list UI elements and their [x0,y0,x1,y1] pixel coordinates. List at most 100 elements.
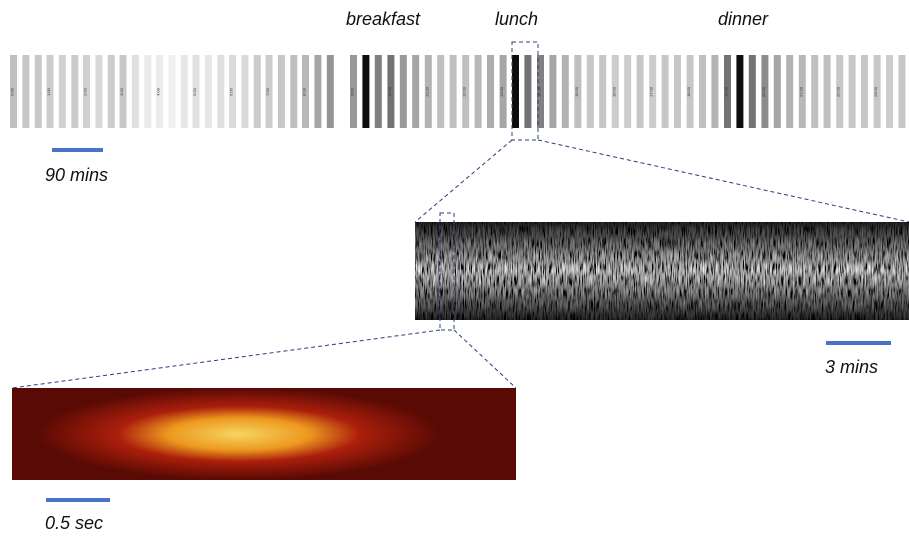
strip [699,55,706,128]
hour-label: 17:00 [649,86,654,97]
strip [424,55,432,128]
hour-label: 7:00 [265,87,270,96]
strip [836,55,844,128]
strip [798,55,806,128]
strip [512,55,519,128]
heat-image [12,388,516,480]
strip [412,55,420,128]
strip [474,55,482,128]
strip [611,55,619,128]
strip [674,55,681,128]
hour-label: 13:00 [499,86,504,97]
gray-image [415,222,909,320]
strip [524,55,532,128]
hour-label: 19:00 [724,86,729,97]
strip [314,55,322,128]
hour-label: 16:00 [611,86,616,97]
strip [437,55,445,128]
strip [462,55,470,128]
strip [34,55,42,128]
strip [229,55,236,128]
zoom-line [414,139,513,223]
strip [586,55,594,128]
strip [265,55,273,128]
hour-label: 23:00 [873,86,878,97]
strip [58,55,66,128]
strip [387,55,395,128]
zoom-line [11,329,441,389]
strip [290,55,298,128]
strip [326,55,334,128]
strip [624,55,632,128]
hour-label: 2:00 [83,87,88,96]
strip [811,55,819,128]
strip [861,55,868,128]
strip [661,55,669,128]
strip [686,55,694,128]
strip [873,55,881,128]
strip [823,55,831,128]
hour-label: 6:00 [229,87,234,96]
strip [277,55,285,128]
strip [537,55,544,128]
strip [499,55,507,128]
strip [180,55,188,128]
zoom-box [511,41,539,141]
strip [168,55,176,128]
strip [898,55,906,128]
strip [724,55,731,128]
strip [107,55,115,128]
strip [204,55,212,128]
strip [156,55,163,128]
hour-label: 3:00 [119,87,124,96]
strip [46,55,54,128]
hour-label: 11:00 [424,86,429,96]
strip [561,55,569,128]
zoom-box [439,212,455,331]
strip [131,55,139,128]
strip [241,55,249,128]
strip [711,55,719,128]
breakfast-label: breakfast [346,9,421,29]
strip [786,55,794,128]
hour-label: 18:00 [686,86,691,97]
scale-label: 0.5 sec [45,513,103,533]
strip [636,55,644,128]
strip [83,55,90,128]
hour-label: 10:00 [387,86,392,97]
strip [886,55,893,128]
hour-label: 1:00 [46,87,51,96]
strip [362,55,370,128]
strip [487,55,494,128]
strip [144,55,152,128]
strip [374,55,382,128]
scale-label: 3 mins [825,357,878,377]
strip [649,55,657,128]
strip [217,55,225,128]
strip [71,55,79,128]
strip [449,55,457,128]
hour-label: 8:00 [302,87,307,96]
strip [10,55,17,128]
hour-label: 0:00 [10,87,15,96]
scale-label: 90 mins [45,165,108,185]
zoom-line [537,139,909,223]
strip [748,55,756,128]
activity-strips: 0:00 1:00 2:00 3:00 4:00 5:00 6:00 7:00 8:00 9:00… [10,55,906,128]
zoom-line [453,329,517,389]
strip [119,55,127,128]
hour-label: 15:00 [574,86,579,97]
strip [761,55,769,128]
hour-label: 9:00 [350,87,355,96]
strip [599,55,607,128]
strip [22,55,30,128]
lunch-label: lunch [495,9,538,29]
strip [848,55,856,128]
strip [253,55,261,128]
hour-label: 22:00 [836,86,841,97]
hour-label: 5:00 [192,87,197,96]
strip [574,55,582,128]
strip [773,55,781,128]
strip [302,55,309,128]
strip [399,55,407,128]
